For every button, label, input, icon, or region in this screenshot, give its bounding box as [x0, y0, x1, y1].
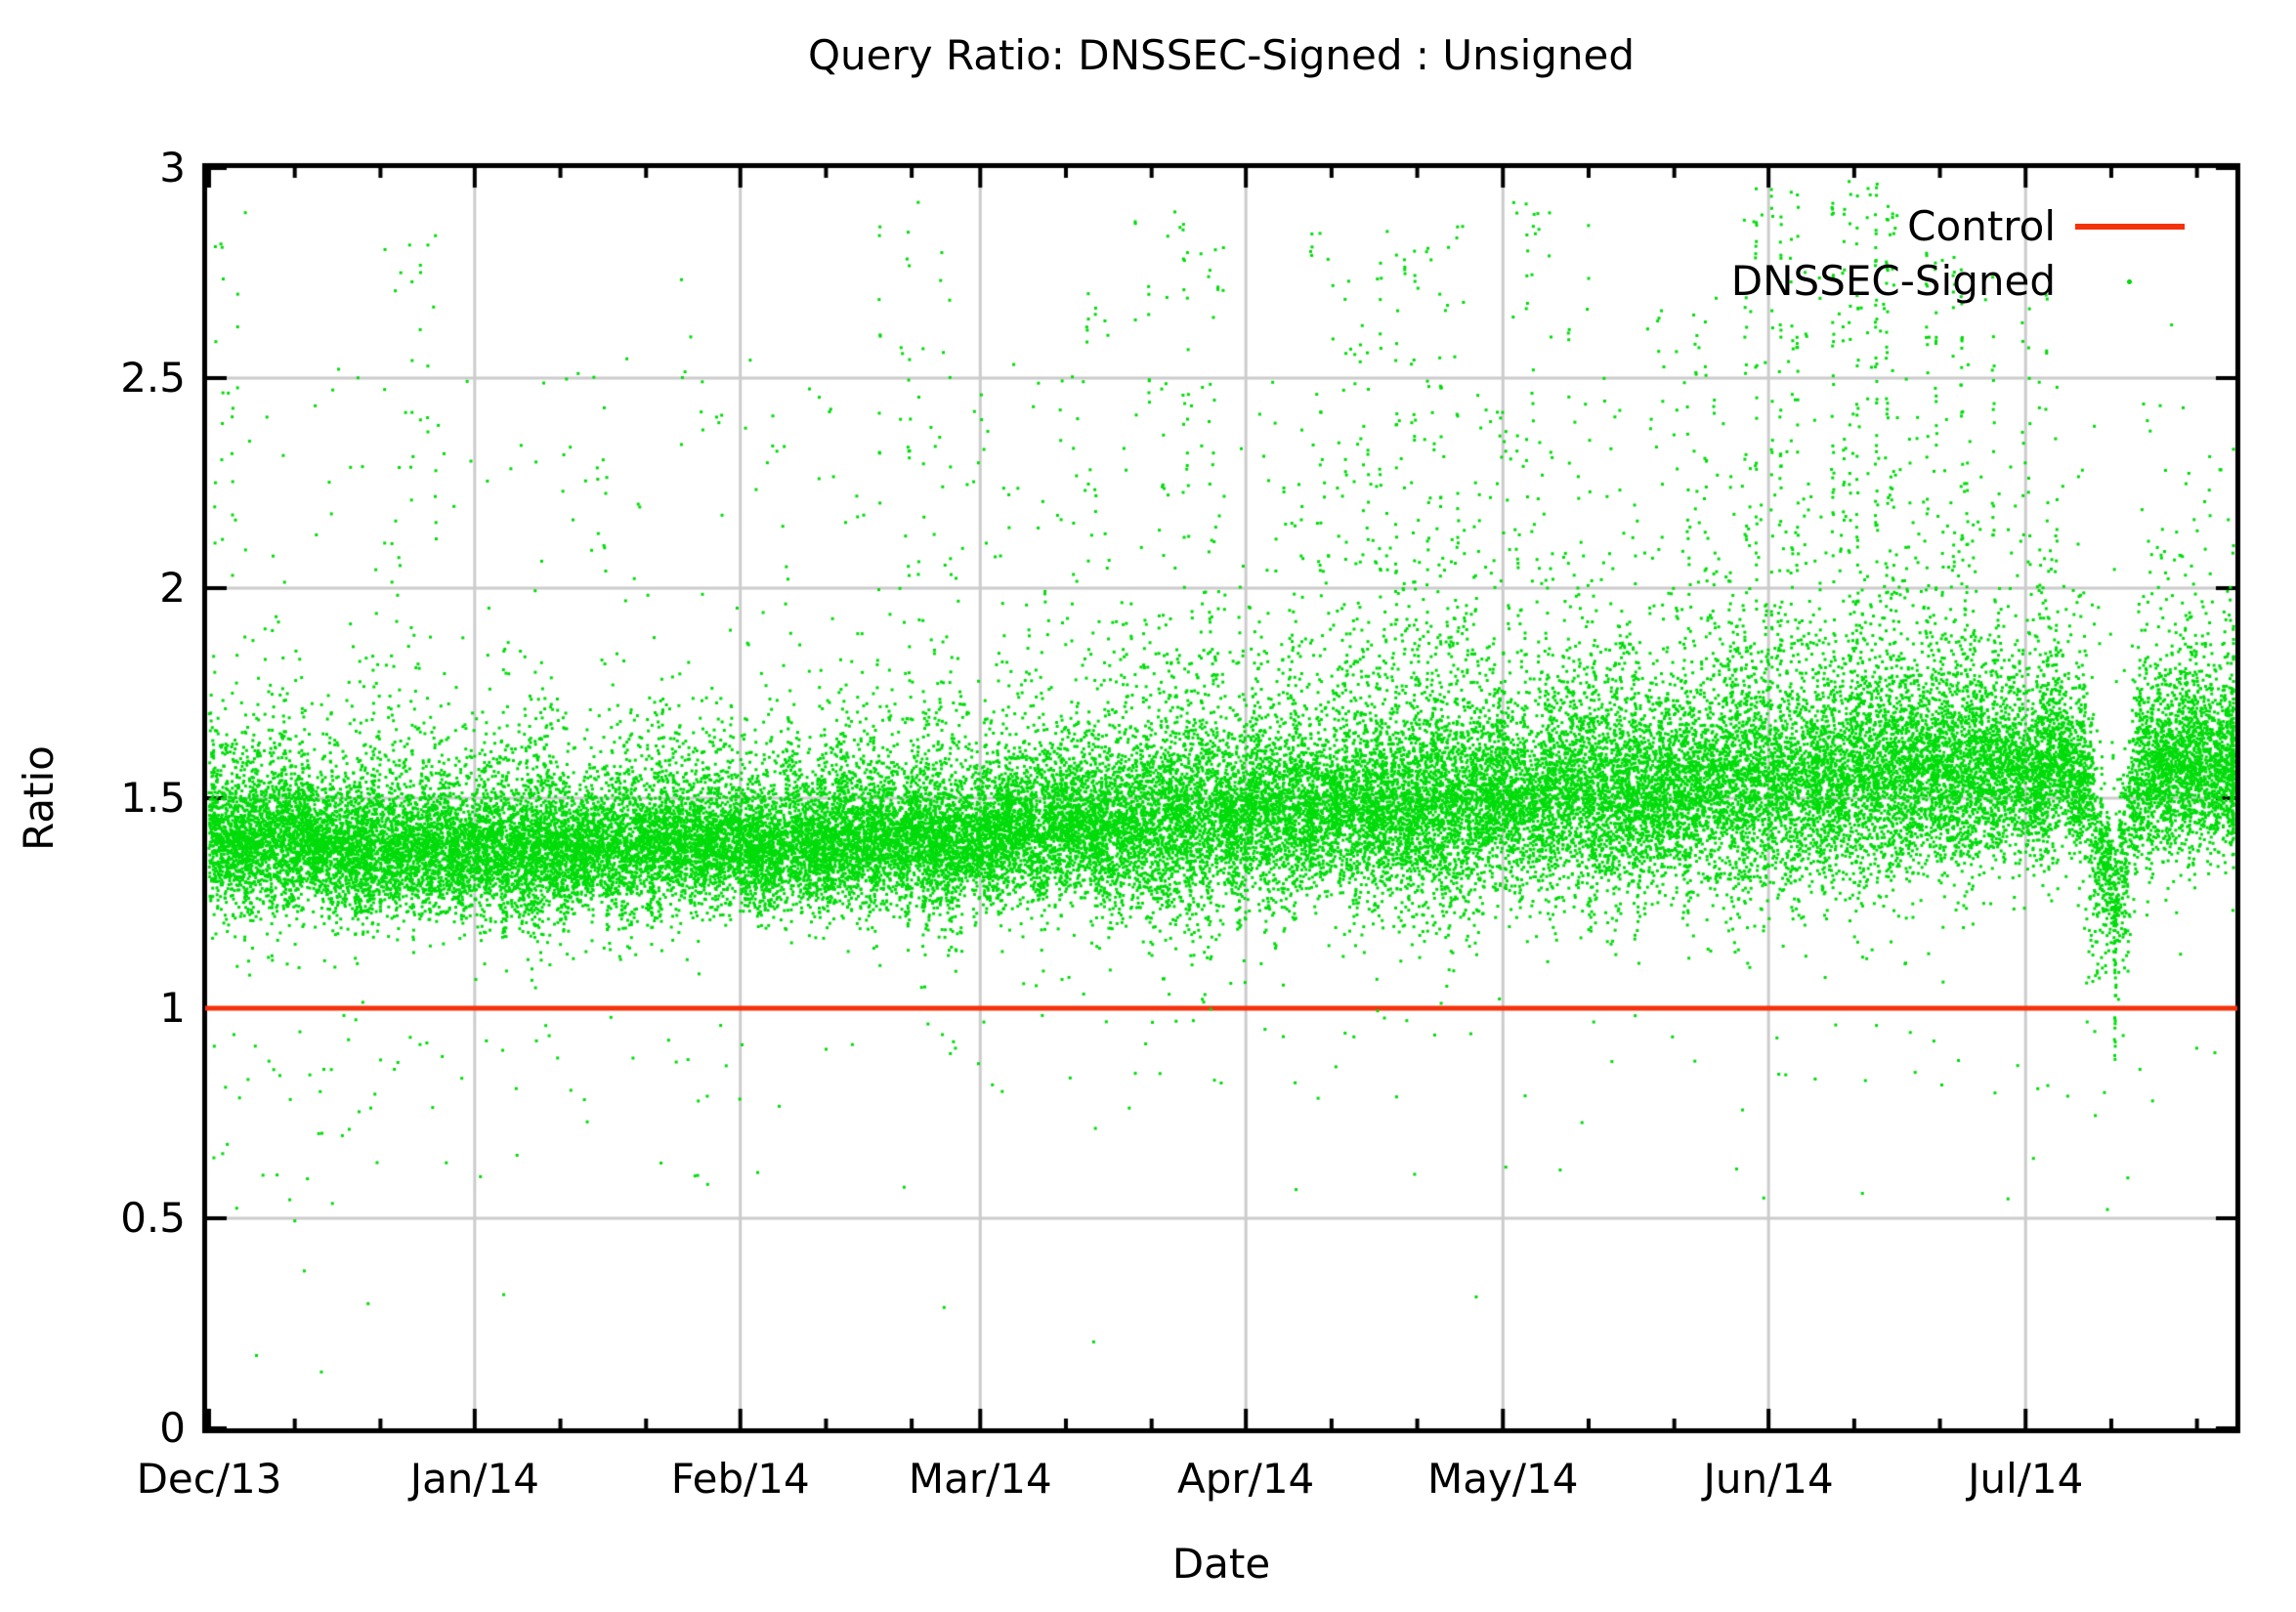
x-tick-label: Feb/14 — [670, 1455, 810, 1503]
x-tick-label: Jan/14 — [409, 1455, 540, 1503]
x-tick-label: Apr/14 — [1177, 1455, 1315, 1503]
x-tick-label: Jun/14 — [1703, 1455, 1834, 1503]
y-tick-label: 1 — [159, 984, 186, 1032]
x-axis-label: Date — [1171, 1540, 1271, 1588]
y-tick-label: 0.5 — [120, 1194, 186, 1242]
x-tick-label: May/14 — [1427, 1455, 1579, 1503]
legend-label-control: Control — [1907, 202, 2056, 250]
legend-control-line-swatch — [2075, 224, 2185, 230]
x-tick-label: Jul/14 — [1968, 1455, 2084, 1503]
x-tick-label: Mar/14 — [908, 1455, 1052, 1503]
y-tick-label: 3 — [159, 144, 186, 191]
legend-dnssec-dot-swatch — [2127, 279, 2132, 284]
y-tick-label: 2.5 — [120, 354, 186, 402]
y-tick-label: 0 — [159, 1404, 186, 1452]
legend-label-dnssec-signed: DNSSEC-Signed — [1730, 257, 2056, 305]
y-tick-label: 1.5 — [120, 774, 186, 822]
y-tick-label: 2 — [159, 564, 186, 612]
x-tick-label: Dec/13 — [136, 1455, 282, 1503]
chart-title: Query Ratio: DNSSEC-Signed : Unsigned — [807, 31, 1636, 79]
